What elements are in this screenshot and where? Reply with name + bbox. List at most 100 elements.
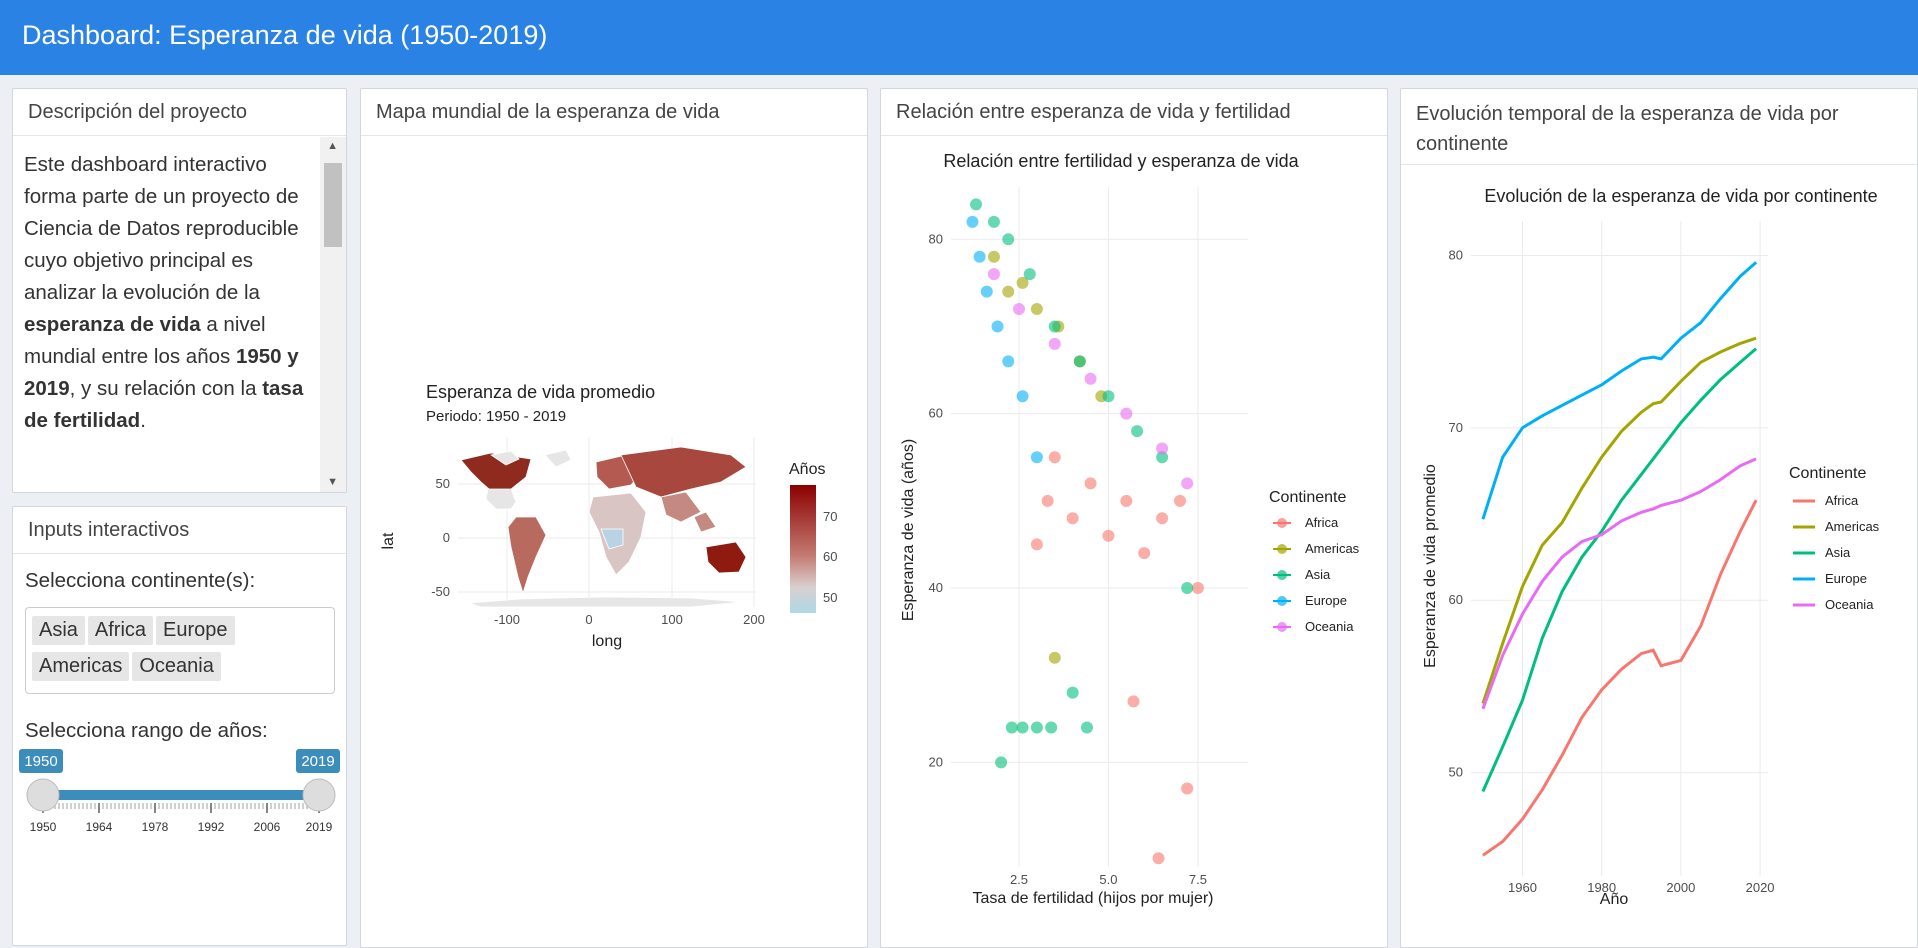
map-box: Mapa mundial de la esperanza de vida Esp… <box>360 88 868 948</box>
continent-tag[interactable]: Americas <box>32 652 130 681</box>
map-south-asia <box>660 491 702 523</box>
scatter-point-asia <box>1048 320 1061 333</box>
scatter-point-europe <box>1030 451 1043 464</box>
description-p4: . <box>140 409 146 432</box>
scatter-point-asia <box>1016 721 1029 734</box>
scatter-point-europe <box>1016 390 1029 403</box>
slider-handle-to[interactable] <box>302 778 336 812</box>
scatter-point-africa <box>1120 494 1133 507</box>
legend-label: Americas <box>1825 519 1880 534</box>
scatter-point-africa <box>1066 512 1079 525</box>
scatter-point-asia <box>1181 582 1194 595</box>
scatter-point-asia <box>1066 686 1079 699</box>
legend-label: Asia <box>1305 567 1331 582</box>
slider-ticks: 1950 1964 1978 1992 2006 2019 <box>30 803 333 834</box>
scatter-point-africa <box>1191 582 1204 595</box>
scatter-ticks: 2.5 5.0 7.5 80 60 40 20 <box>929 231 1207 887</box>
slider-from-label: 1950 <box>24 753 57 770</box>
description-b1: esperanza de vida <box>24 313 201 336</box>
scatter-point-asia <box>1156 451 1169 464</box>
description-p3: , y su relación con la <box>69 377 263 400</box>
svg-text:60: 60 <box>823 549 837 564</box>
line-panel-title: Evolución temporal de la esperanza de vi… <box>1401 89 1917 165</box>
scatter-point-europe <box>1002 355 1015 368</box>
world-map-chart: Esperanza de vida promedio Periodo: 1950… <box>380 382 837 650</box>
scatter-point-africa <box>1174 494 1187 507</box>
continent-tag[interactable]: Oceania <box>132 652 221 681</box>
scatter-grid <box>951 187 1248 867</box>
description-scrollbar[interactable]: ▲ ▼ <box>320 137 346 492</box>
scatter-y-tick: 80 <box>929 231 943 246</box>
line-series-africa <box>1482 499 1758 857</box>
scatter-y-label: Esperanza de vida (años) <box>900 439 917 621</box>
year-range-slider[interactable]: 1950 2019 1950 1964 1978 1992 2006 2019 <box>13 747 347 847</box>
map-mexico <box>485 488 517 510</box>
description-box: Descripción del proyecto Este dashboard … <box>12 88 347 493</box>
scatter-point-oceania <box>1181 477 1194 490</box>
line-legend: Africa Americas Asia Europe Oceania <box>1793 493 1880 612</box>
scatter-point-oceania <box>1156 442 1169 455</box>
scatter-point-oceania <box>1048 337 1061 350</box>
map-chart-subtitle: Periodo: 1950 - 2019 <box>426 408 566 425</box>
line-chart-title: Evolución de la esperanza de vida por co… <box>1484 186 1877 206</box>
line-box: Evolución temporal de la esperanza de vi… <box>1400 88 1918 948</box>
scroll-up-icon[interactable]: ▲ <box>327 140 338 152</box>
inputs-box: Inputs interactivos Selecciona continent… <box>12 506 347 946</box>
legend-key-point <box>1277 518 1287 528</box>
slider-tick-label: 2006 <box>254 820 281 834</box>
scatter-point-americas <box>1002 285 1015 298</box>
scatter-point-africa <box>1102 529 1115 542</box>
description-b3: tasa de fertilidad <box>24 377 304 432</box>
scatter-point-asia <box>970 198 983 211</box>
scatter-y-tick: 60 <box>929 406 943 421</box>
slider-tick-label: 1978 <box>142 820 169 834</box>
description-text: Este dashboard interactivo forma parte d… <box>13 137 320 492</box>
legend-label: Europe <box>1305 593 1347 608</box>
slider-tick-label: 1964 <box>86 820 113 834</box>
description-b2: 1950 y 2019 <box>24 345 299 400</box>
slider-bar[interactable] <box>43 790 319 800</box>
map-legend-colorbar <box>790 485 816 613</box>
scatter-point-oceania <box>987 268 1000 281</box>
scatter-point-europe <box>966 215 979 228</box>
svg-text:200: 200 <box>743 612 765 627</box>
scatter-x-tick: 7.5 <box>1189 872 1207 887</box>
map-australia <box>705 541 747 574</box>
scatter-y-tick: 20 <box>929 754 943 769</box>
map-southeast-asia <box>693 511 717 533</box>
scatter-y-tick: 40 <box>929 580 943 595</box>
continent-tag[interactable]: Africa <box>87 616 154 645</box>
scatter-x-tick: 2.5 <box>1010 872 1028 887</box>
header-bar: Dashboard: Esperanza de vida (1950-2019) <box>0 0 1918 75</box>
scatter-point-asia <box>1080 721 1093 734</box>
scatter-point-asia <box>1002 233 1015 246</box>
slider-tick-label: 1950 <box>30 820 57 834</box>
svg-text:100: 100 <box>661 612 683 627</box>
scatter-chart-title: Relación entre fertilidad y esperanza de… <box>943 151 1299 171</box>
scroll-down-icon[interactable]: ▼ <box>327 476 338 488</box>
scroll-thumb[interactable] <box>324 163 342 247</box>
continent-tag[interactable]: Asia <box>32 616 85 645</box>
scatter-point-asia <box>1023 268 1036 281</box>
description-title: Descripción del proyecto <box>13 89 346 136</box>
line-y-tick: 50 <box>1449 765 1463 780</box>
continent-tag[interactable]: Europe <box>156 616 235 645</box>
scatter-point-africa <box>1084 477 1097 490</box>
continent-select[interactable]: Asia Africa Europe Americas Oceania <box>25 607 335 694</box>
scatter-point-americas <box>987 250 1000 263</box>
scatter-point-europe <box>991 320 1004 333</box>
legend-label: Asia <box>1825 545 1851 560</box>
legend-label: Americas <box>1305 541 1360 556</box>
line-series-americas <box>1481 336 1757 705</box>
slider-handle-from[interactable] <box>26 778 60 812</box>
map-greenland <box>544 449 572 468</box>
svg-text:0: 0 <box>443 530 450 545</box>
svg-text:0: 0 <box>585 612 592 627</box>
continent-label: Selecciona continente(s): <box>25 569 256 592</box>
scatter-point-asia <box>1102 390 1115 403</box>
scatter-point-asia <box>1045 721 1058 734</box>
scatter-point-oceania <box>1084 372 1097 385</box>
scatter-point-oceania <box>1012 303 1025 316</box>
scatter-legend-title: Continente <box>1269 489 1346 506</box>
scatter-point-oceania <box>1120 407 1133 420</box>
